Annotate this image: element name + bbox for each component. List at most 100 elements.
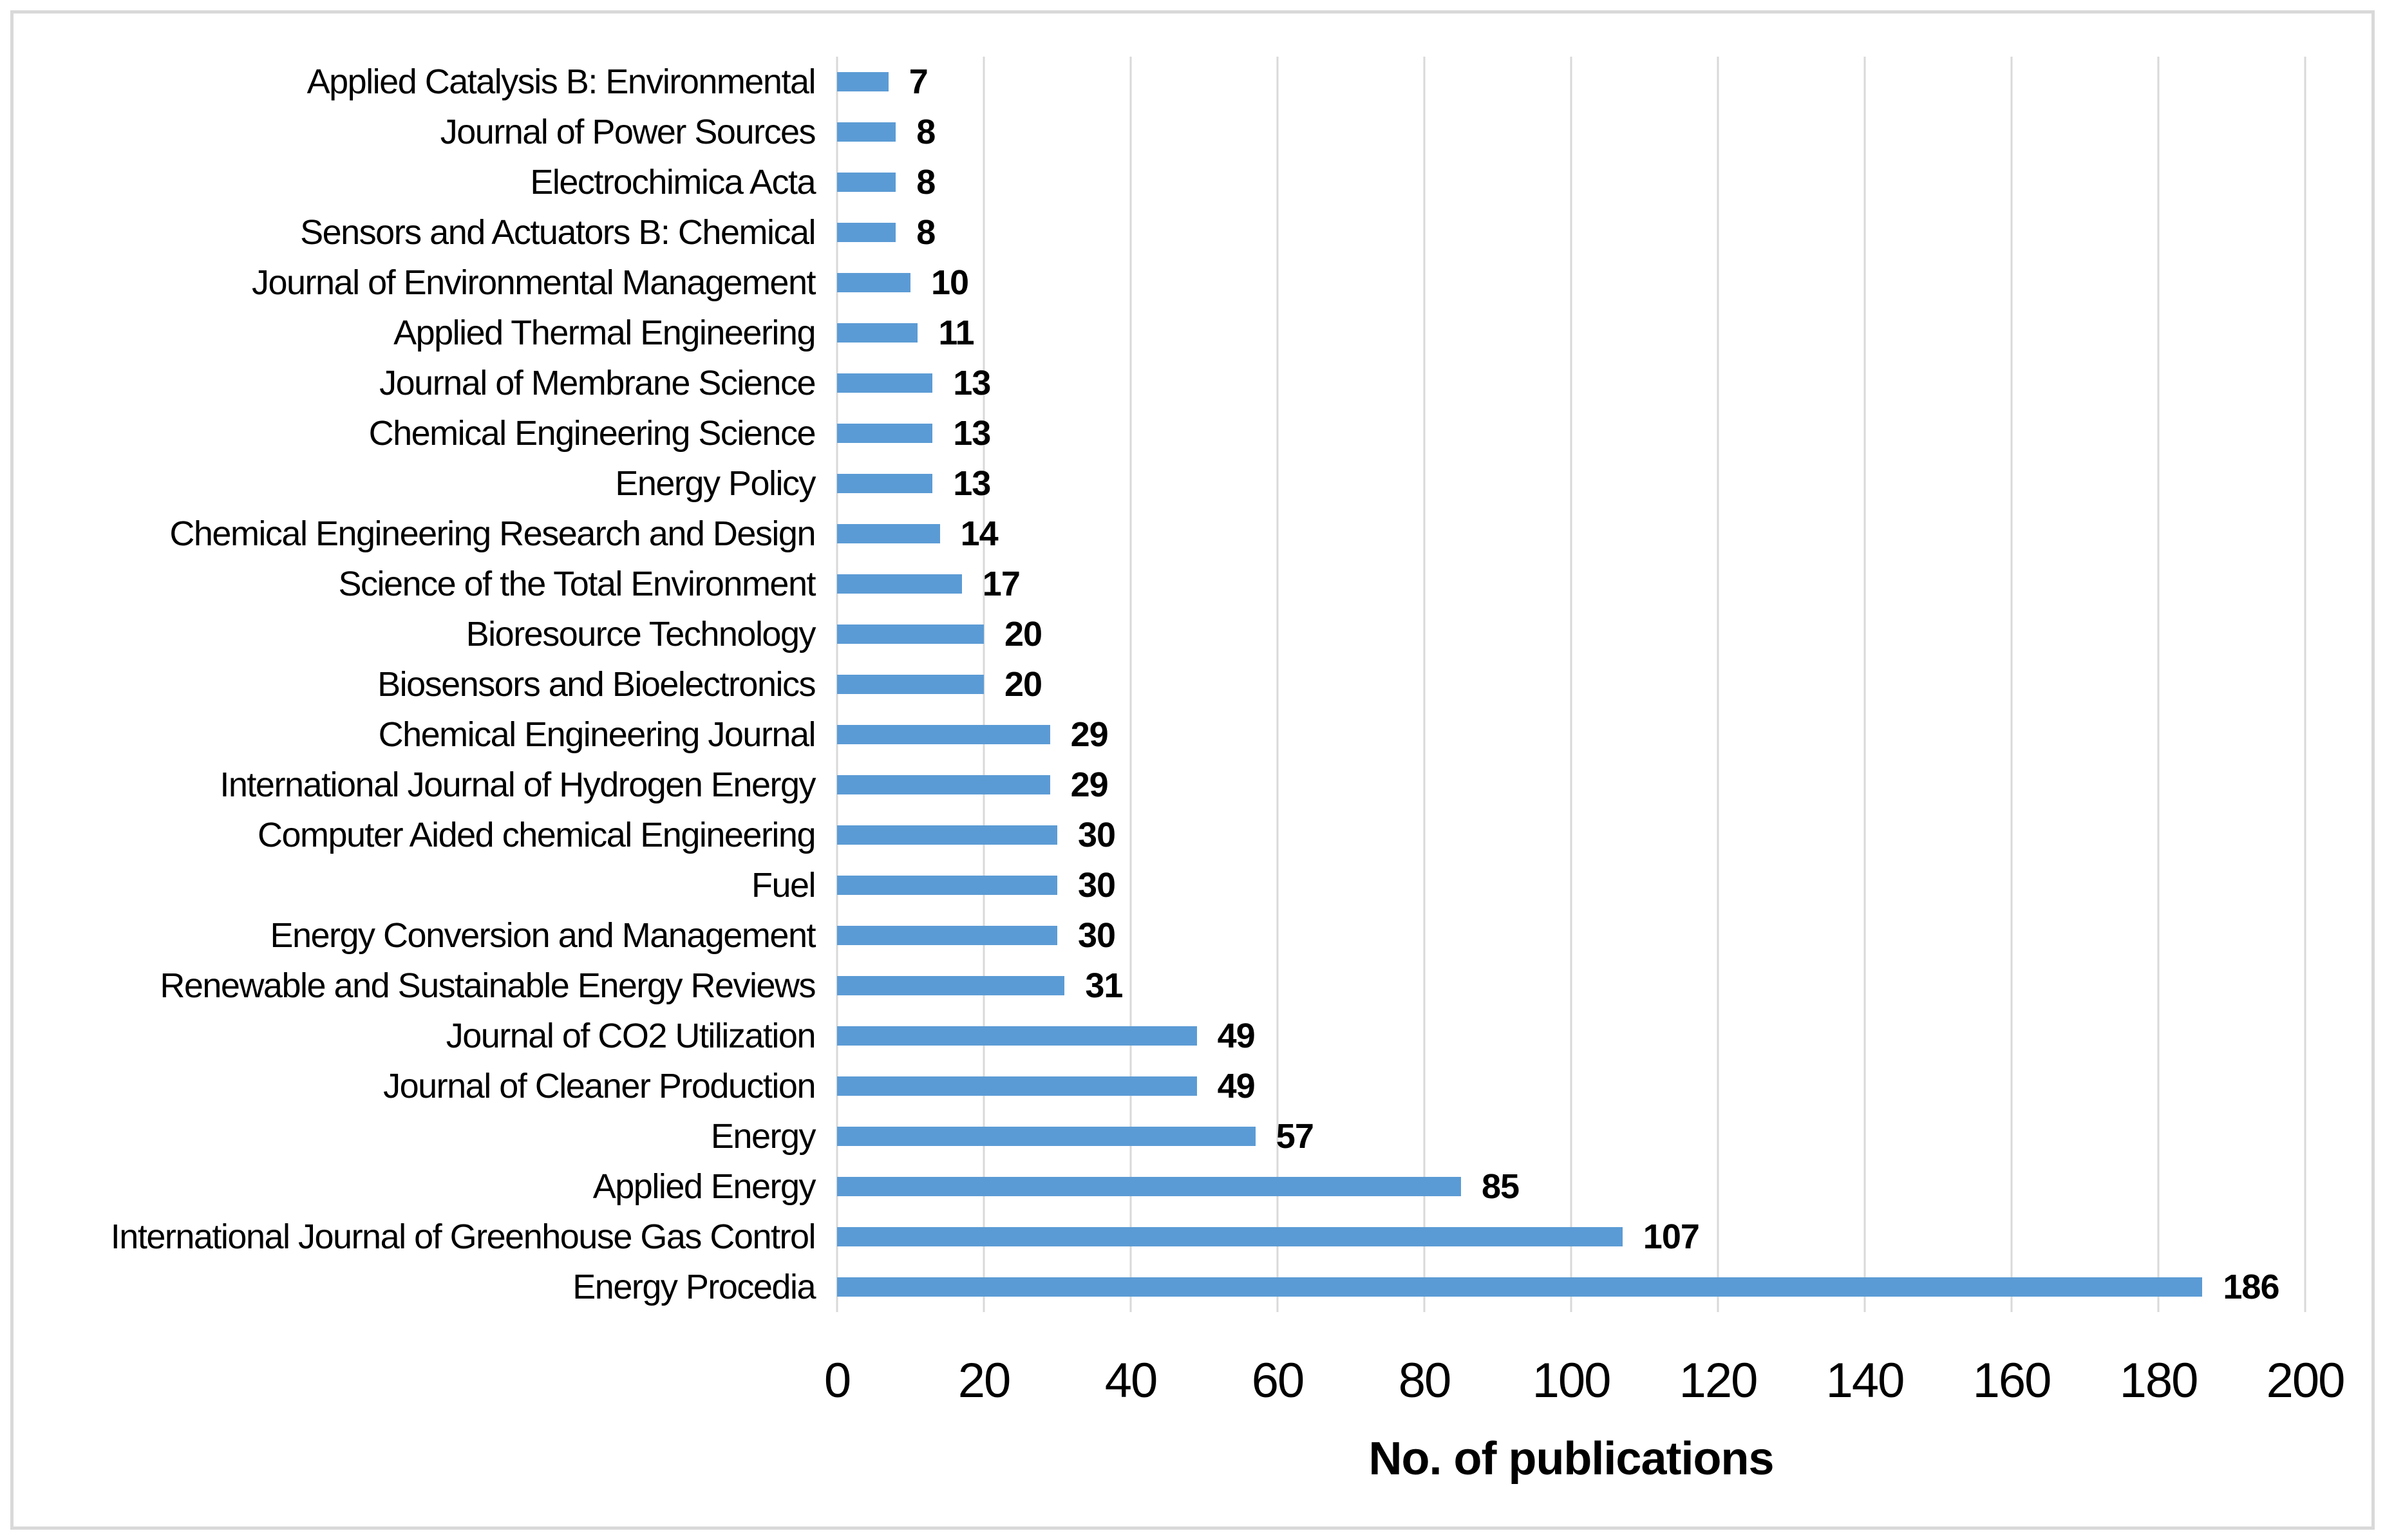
x-tick-label: 120 — [1679, 1353, 1758, 1408]
category-label: Journal of Membrane Science — [379, 364, 816, 402]
bar — [837, 122, 896, 142]
bar-value-label: 107 — [1643, 1217, 1700, 1256]
bar-value-label: 30 — [1078, 866, 1116, 905]
bar-row: 30 — [837, 910, 2305, 961]
bar-row: 30 — [837, 860, 2305, 910]
bar-row: 31 — [837, 961, 2305, 1011]
bar-value-label: 186 — [2223, 1268, 2279, 1306]
bar-value-label: 11 — [938, 314, 974, 352]
x-tick-label: 0 — [824, 1353, 851, 1408]
category-label: Journal of CO2 Utilization — [446, 1017, 816, 1055]
category-label: Energy — [710, 1117, 816, 1156]
bar-row: 186 — [837, 1262, 2305, 1312]
bar-row: 57 — [837, 1111, 2305, 1161]
x-tick-label: 100 — [1532, 1353, 1612, 1408]
bar — [837, 1227, 1623, 1246]
x-tick-label: 160 — [1972, 1353, 2052, 1408]
bar — [837, 725, 1050, 744]
chart-figure: Applied Catalysis B: Environmental Journa… — [10, 10, 2375, 1530]
category-label: Bioresource Technology — [466, 615, 816, 653]
bar-row: 85 — [837, 1161, 2305, 1212]
category-label: Electrochimica Acta — [530, 163, 816, 202]
bar-value-label: 31 — [1085, 966, 1123, 1005]
bar-value-label: 7 — [909, 62, 929, 101]
bar — [837, 72, 889, 91]
bar-row: 8 — [837, 157, 2305, 207]
category-label: Chemical Engineering Journal — [378, 715, 816, 754]
gridline — [1276, 57, 1279, 1312]
bar-row: 107 — [837, 1212, 2305, 1262]
bar-row: 29 — [837, 760, 2305, 810]
category-label: Journal of Cleaner Production — [383, 1067, 816, 1105]
bar-row: 17 — [837, 559, 2305, 609]
bar — [837, 624, 984, 644]
bar — [837, 173, 896, 192]
gridline — [1129, 57, 1132, 1312]
bar-value-label: 29 — [1070, 715, 1109, 754]
bar — [837, 373, 933, 393]
category-label: Sensors and Actuators B: Chemical — [300, 213, 816, 252]
x-tick-label: 140 — [1825, 1353, 1905, 1408]
gridline — [2157, 57, 2160, 1312]
bar-value-label: 14 — [960, 514, 999, 553]
category-label: Applied Catalysis B: Environmental — [306, 62, 816, 101]
category-label: Chemical Engineering Research and Design — [169, 514, 816, 553]
category-label: Chemical Engineering Science — [368, 414, 816, 453]
bar-row: 14 — [837, 509, 2305, 559]
bar — [837, 424, 933, 443]
bar-value-label: 20 — [1004, 665, 1042, 704]
gridline — [1570, 57, 1572, 1312]
bar — [837, 223, 896, 242]
x-axis-title: No. of publications — [1368, 1433, 1775, 1485]
category-label: Computer Aided chemical Engineering — [257, 816, 816, 854]
bar-value-label: 20 — [1004, 615, 1042, 653]
bar-value-label: 17 — [982, 565, 1021, 603]
category-label: Applied Thermal Engineering — [393, 314, 816, 352]
bar-row: 7 — [837, 57, 2305, 107]
category-label: Energy Policy — [615, 464, 816, 503]
category-label: Energy Procedia — [572, 1268, 816, 1306]
bar — [837, 1177, 1461, 1196]
x-tick-label: 40 — [1104, 1353, 1158, 1408]
bar-value-label: 57 — [1276, 1117, 1314, 1156]
bar-row: 13 — [837, 458, 2305, 509]
bar-value-label: 8 — [916, 163, 936, 202]
bar-row: 29 — [837, 709, 2305, 760]
x-tick-label: 200 — [2266, 1353, 2346, 1408]
bar — [837, 323, 918, 343]
bar-row: 49 — [837, 1011, 2305, 1061]
gridline — [1717, 57, 1719, 1312]
bar-value-label: 10 — [931, 263, 969, 302]
category-label: International Journal of Greenhouse Gas … — [110, 1217, 816, 1256]
bar-value-label: 13 — [953, 414, 991, 453]
category-label: Energy Conversion and Management — [270, 916, 816, 955]
bar — [837, 273, 910, 292]
bar — [837, 474, 933, 493]
bar-row: 8 — [837, 207, 2305, 258]
x-tick-label: 80 — [1398, 1353, 1452, 1408]
gridline — [1423, 57, 1426, 1312]
bar — [837, 675, 984, 694]
bar-row: 20 — [837, 659, 2305, 709]
bar — [837, 1277, 2203, 1297]
bar-row: 10 — [837, 258, 2305, 308]
bar-row: 13 — [837, 408, 2305, 458]
bar-value-label: 29 — [1070, 765, 1109, 804]
plot-area: 7 8 8 8 10 11 13 13 13 14 17 20 20 29 29 30 30 30 31 49 49 57… — [836, 57, 2306, 1312]
bar — [837, 926, 1057, 945]
category-label: Journal of Environmental Management — [251, 263, 816, 302]
category-label: Applied Energy — [592, 1167, 816, 1206]
x-tick-label: 20 — [957, 1353, 1012, 1408]
category-label: Biosensors and Bioelectronics — [377, 665, 816, 704]
bar-value-label: 13 — [953, 464, 991, 503]
bar — [837, 976, 1065, 995]
bar — [837, 1026, 1197, 1046]
bar-row: 8 — [837, 107, 2305, 157]
gridline — [2010, 57, 2013, 1312]
x-tick-label: 60 — [1251, 1353, 1305, 1408]
bar-value-label: 8 — [916, 213, 936, 252]
bar — [837, 876, 1057, 895]
gridline — [983, 57, 985, 1312]
bar — [837, 825, 1057, 845]
bar-value-label: 8 — [916, 113, 936, 151]
